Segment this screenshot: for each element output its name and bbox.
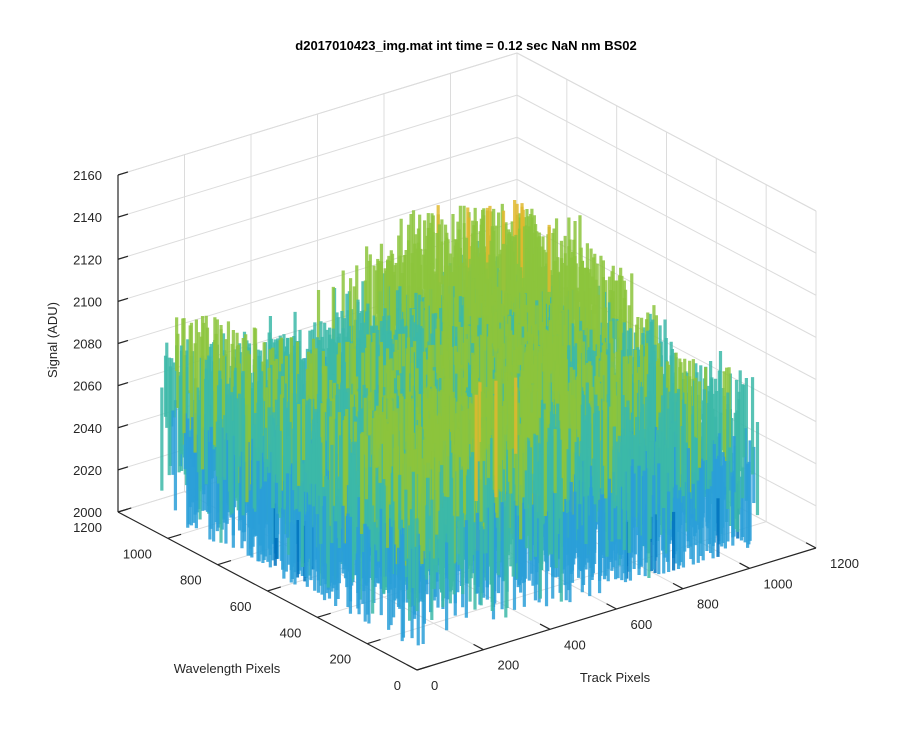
y-tick-mark: [366, 639, 381, 645]
z-tick-mark: [117, 171, 129, 176]
y-tick-mark: [317, 612, 331, 618]
chart-title: d2017010423_img.mat int time = 0.12 sec …: [295, 38, 636, 53]
y-tick-mark: [267, 586, 281, 592]
z-tick-mark: [117, 466, 129, 471]
sidewall-gridline-z: [516, 136, 817, 296]
x-tick-label: 200: [498, 658, 520, 673]
z-tick-mark: [117, 297, 129, 302]
surface-plot: [160, 199, 760, 646]
sidewall-gridline-z: [516, 221, 817, 380]
sidewall-gridline-z: [516, 178, 817, 338]
x-tick-mark: [672, 582, 684, 590]
backwall-top-edge: [117, 52, 518, 176]
x-tick-mark: [406, 664, 418, 671]
x-tick-mark: [805, 542, 817, 549]
sidewall-gridline-z: [516, 94, 817, 254]
z-tick-mark: [117, 424, 129, 429]
z-tick-label: 2060: [73, 379, 102, 394]
x-tick-mark: [473, 643, 484, 651]
y-tick-label: 800: [180, 573, 202, 588]
x-tick-label: 400: [564, 637, 586, 652]
x-tick-mark: [539, 623, 551, 630]
z-tick-label: 2000: [73, 505, 102, 520]
backwall-gridline-z: [117, 94, 518, 218]
x-tick-label: 1000: [764, 576, 793, 591]
z-tick-mark: [117, 213, 129, 218]
x-tick-label: 600: [631, 617, 653, 632]
x-tick-label: 0: [431, 678, 438, 693]
tick-labels: 0 200 400 600 800 1000 1200 0 200 400 600 800 1000 12…: [73, 168, 859, 693]
z-tick-mark: [117, 339, 129, 345]
y-tick-label: 400: [280, 625, 302, 640]
y-tick-label: 200: [329, 652, 351, 667]
x-tick-label: 1200: [830, 556, 859, 571]
x-tick-mark: [606, 603, 617, 610]
y-tick-mark: [217, 560, 232, 566]
z-tick-mark: [117, 255, 129, 260]
y-tick-label: 0: [394, 678, 401, 693]
backwall-gridline-z: [117, 136, 518, 260]
y-tick-mark: [167, 533, 182, 539]
z-tick-mark: [117, 508, 129, 513]
z-tick-label: 2040: [73, 421, 102, 436]
y-tick-label: 600: [230, 599, 252, 614]
z-tick-mark: [117, 382, 129, 387]
x-tick-label: 800: [697, 597, 719, 612]
sidewall-top-edge: [516, 52, 817, 212]
x-tick-mark: [739, 562, 750, 569]
y-tick-label: 1000: [123, 546, 152, 561]
y-tick-mark: [416, 665, 431, 671]
axes-layer: [117, 171, 817, 671]
y-tick-label: 1200: [73, 520, 102, 535]
backwall-gridline-z: [117, 178, 518, 302]
z-tick-label: 2080: [73, 337, 102, 352]
z-tick-label: 2020: [73, 463, 102, 478]
